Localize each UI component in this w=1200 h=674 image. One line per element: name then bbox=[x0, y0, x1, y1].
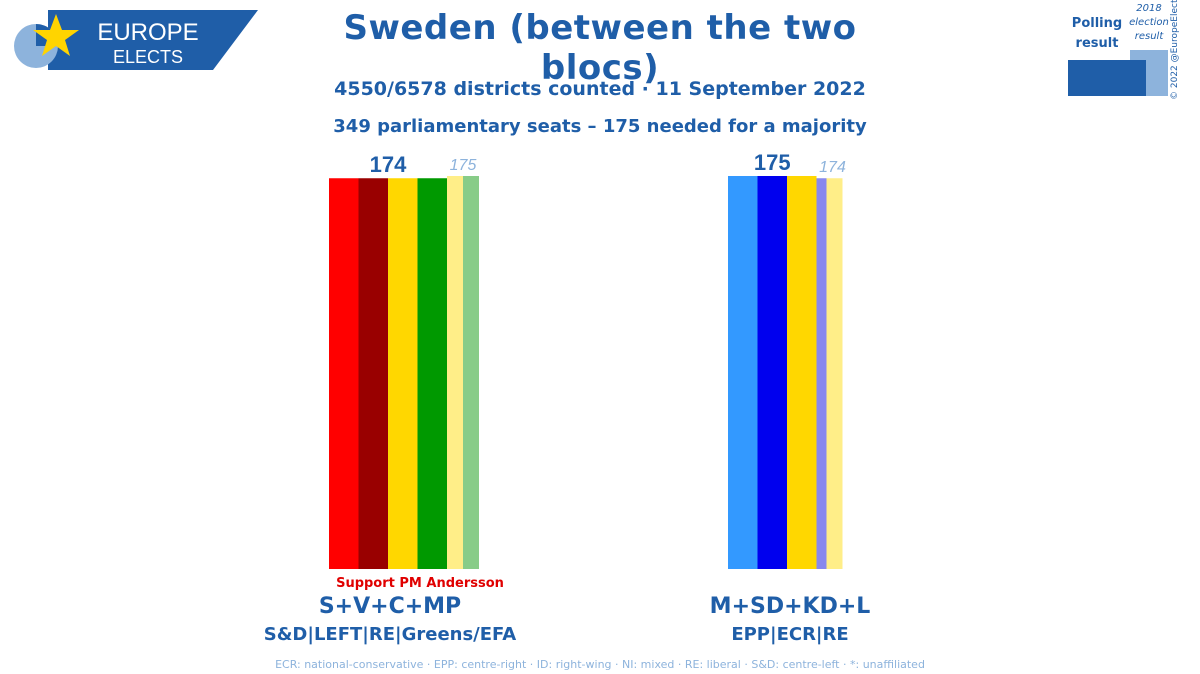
logo-text-europe: EUROPE bbox=[97, 19, 198, 46]
star-icon bbox=[33, 14, 79, 56]
legend-election-label: 2018 election result bbox=[1129, 3, 1169, 42]
chart-title: Sweden (between the two blocs) bbox=[343, 8, 857, 88]
chart-subtitle-districts: 4550/6578 districts counted · 11 Septemb… bbox=[334, 78, 866, 100]
bar-polling-sd bbox=[757, 176, 787, 569]
footnote: ECR: national-conservative · EPP: centre… bbox=[275, 658, 925, 671]
bar-polling-s bbox=[329, 178, 359, 569]
bar-polling-kd bbox=[787, 176, 817, 569]
bar-2018-sd bbox=[816, 178, 827, 569]
europe-elects-logo: EUROPE ELECTS bbox=[14, 10, 258, 70]
bloc-left-name: S+V+C+MP bbox=[318, 594, 462, 619]
bar-polling-mp bbox=[417, 178, 447, 569]
bar-polling-v bbox=[358, 178, 388, 569]
bar-polling-m bbox=[728, 176, 758, 569]
bloc-2018-total: 175 bbox=[450, 157, 477, 174]
logo-banner bbox=[48, 10, 258, 70]
support-annotation: Support PM Andersson bbox=[336, 576, 504, 591]
bloc-right-name: M+SD+KD+L bbox=[709, 594, 871, 619]
chart-subtitle-seats: 349 parliamentary seats – 175 needed for… bbox=[333, 116, 867, 137]
bar-2018-l bbox=[826, 178, 843, 569]
logo-text-elects: ELECTS bbox=[113, 47, 183, 67]
legend-swatch-polling bbox=[1068, 60, 1146, 96]
bar-2018-c bbox=[447, 176, 463, 569]
bloc-polling-total: 175 bbox=[754, 150, 791, 175]
bar-polling-c bbox=[388, 178, 418, 569]
bloc-left-groups: S&D|LEFT|RE|Greens/EFA bbox=[263, 624, 517, 645]
bloc-right-groups: EPP|ECR|RE bbox=[731, 624, 849, 645]
bloc-2018-total: 174 bbox=[819, 159, 846, 176]
legend-polling-label: Polling result bbox=[1071, 16, 1123, 51]
bloc-polling-total: 174 bbox=[370, 152, 407, 177]
bar-2018-mp bbox=[463, 176, 479, 569]
